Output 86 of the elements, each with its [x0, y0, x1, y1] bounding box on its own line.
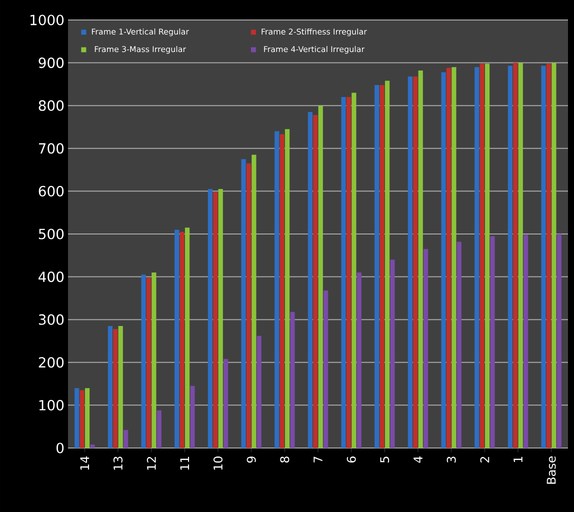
bar: [441, 72, 446, 448]
y-tick-label: 600: [38, 186, 64, 196]
bar: [241, 159, 246, 448]
x-tick-label: 8: [280, 456, 290, 463]
y-tick-label: 400: [38, 272, 64, 282]
y-tick-label: 700: [39, 143, 64, 154]
x-tick-label: 11: [180, 456, 190, 470]
x-tick-label: 9: [246, 456, 256, 463]
bar: [180, 232, 184, 448]
y-tick-label: 300: [38, 314, 64, 325]
bar: [380, 85, 384, 448]
bar: [341, 97, 346, 448]
bar: [284, 129, 290, 448]
bar: [524, 234, 528, 448]
y-tick-label: 200: [38, 357, 64, 368]
x-tick-label: 3: [446, 456, 456, 462]
bar: [224, 358, 228, 448]
bar: [274, 131, 280, 448]
bar: [546, 64, 552, 448]
bar: [308, 112, 313, 448]
bar: [484, 64, 490, 448]
bar: [452, 67, 456, 448]
bar: [424, 248, 428, 448]
y-tick-label: 100: [39, 400, 64, 410]
bar: [152, 272, 156, 448]
bar: [156, 410, 162, 448]
bar: [518, 62, 523, 448]
bar: [541, 66, 546, 448]
x-tick-label: 5: [380, 456, 390, 462]
bar: [508, 66, 513, 448]
bar: [190, 386, 195, 448]
bar: [118, 326, 123, 448]
x-tick-label: 14: [80, 456, 90, 470]
bar: [456, 242, 462, 448]
bar: [280, 134, 284, 448]
y-tick-label: 1000: [30, 14, 64, 26]
y-tick-label: 900: [38, 58, 64, 68]
y-tick-label: 0: [56, 442, 64, 454]
bar: [513, 62, 518, 448]
bar: [74, 388, 80, 448]
bar: [346, 97, 352, 448]
bar: [146, 278, 152, 448]
bar: [184, 228, 190, 448]
bar: [356, 272, 362, 448]
bar: [384, 80, 390, 448]
bar: [113, 329, 118, 448]
bar: [556, 234, 562, 448]
bar: [218, 189, 223, 448]
bar: [480, 64, 484, 448]
bar: [141, 274, 146, 448]
bar: [208, 189, 213, 448]
x-tick-label: 12: [146, 456, 156, 470]
bar: [552, 62, 556, 448]
bar: [256, 336, 262, 448]
bar: [108, 326, 113, 448]
bar: [390, 260, 395, 448]
bar: [84, 388, 90, 448]
x-tick-label: 10: [213, 456, 223, 470]
x-tick-label: 13: [113, 456, 123, 470]
x-tick-label: 6: [346, 456, 356, 463]
bar: [174, 230, 180, 448]
y-tick-label: 500: [38, 228, 64, 240]
x-tick-label: 7: [314, 456, 322, 462]
bar: [313, 115, 318, 448]
bar: [413, 76, 418, 448]
bar: [318, 106, 323, 448]
x-tick-label: 4: [414, 456, 422, 463]
bar: [290, 312, 295, 448]
bar: [252, 154, 256, 448]
x-tick-label: 2: [480, 456, 490, 462]
bar: [446, 68, 452, 448]
y-tick-label: 800: [38, 100, 64, 111]
bar: [408, 76, 413, 448]
bar: [374, 85, 380, 448]
x-tick-label: 1: [514, 456, 522, 462]
x-tick-label: Base: [546, 456, 556, 484]
bar: [80, 390, 84, 448]
bar: [124, 430, 128, 448]
bar: [213, 192, 218, 448]
bar: [352, 92, 356, 448]
bar: [246, 163, 252, 448]
bar: [474, 67, 480, 448]
bar: [324, 290, 328, 448]
bar: [490, 236, 495, 448]
bar: [90, 444, 95, 448]
bar: [418, 70, 423, 448]
